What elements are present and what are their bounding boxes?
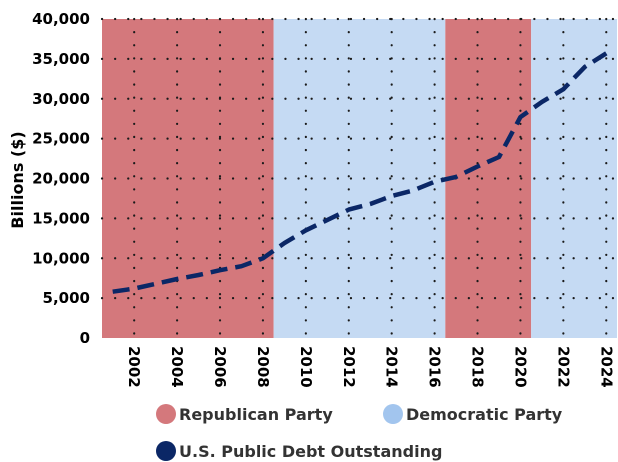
y-tick-label: 10,000 — [32, 249, 90, 267]
y-tick-label: 15,000 — [32, 209, 90, 227]
x-tick-label: 2002 — [125, 346, 143, 388]
x-tick-label: 2014 — [383, 346, 401, 388]
y-tick-label: 5,000 — [43, 289, 90, 307]
series — [112, 51, 608, 294]
y-axis-ticks: 0 5,000 10,000 15,000 20,000 25,000 30,000 35,0… — [32, 10, 90, 347]
x-tick-label: 2004 — [168, 346, 186, 388]
x-axis-ticks: 2002 2004 2006 2008 2010 2012 2014 2016 2018 2020… — [125, 346, 615, 388]
x-tick-label: 2024 — [597, 346, 615, 388]
y-tick-label: 40,000 — [32, 10, 90, 28]
legend: Republican Party Democratic Party U.S. Pub… — [156, 404, 563, 461]
x-tick-label: 2006 — [211, 346, 229, 388]
x-tick-label: 2010 — [297, 346, 315, 388]
y-tick-label: 20,000 — [32, 170, 90, 188]
series-line-debt — [112, 51, 608, 294]
y-tick-label: 30,000 — [32, 90, 90, 108]
y-tick-label: 0 — [80, 329, 90, 347]
legend-marker — [156, 441, 176, 461]
x-tick-label: 2012 — [340, 346, 358, 388]
legend-marker — [383, 404, 403, 424]
y-tick-label: 35,000 — [32, 50, 90, 68]
y-tick-label: 25,000 — [32, 130, 90, 148]
party-bands — [102, 19, 617, 338]
party-band-2 — [445, 19, 532, 338]
legend-label: Republican Party — [179, 405, 333, 424]
x-tick-label: 2018 — [469, 346, 487, 388]
x-tick-label: 2022 — [554, 346, 572, 388]
y-axis-label: Billions ($) — [8, 131, 27, 228]
x-tick-label: 2008 — [254, 346, 272, 388]
legend-marker — [156, 404, 176, 424]
x-tick-label: 2016 — [426, 346, 444, 388]
gridlines — [100, 17, 618, 340]
legend-label: Democratic Party — [406, 405, 563, 424]
legend-label: U.S. Public Debt Outstanding — [179, 442, 442, 461]
x-tick-label: 2020 — [511, 346, 529, 388]
